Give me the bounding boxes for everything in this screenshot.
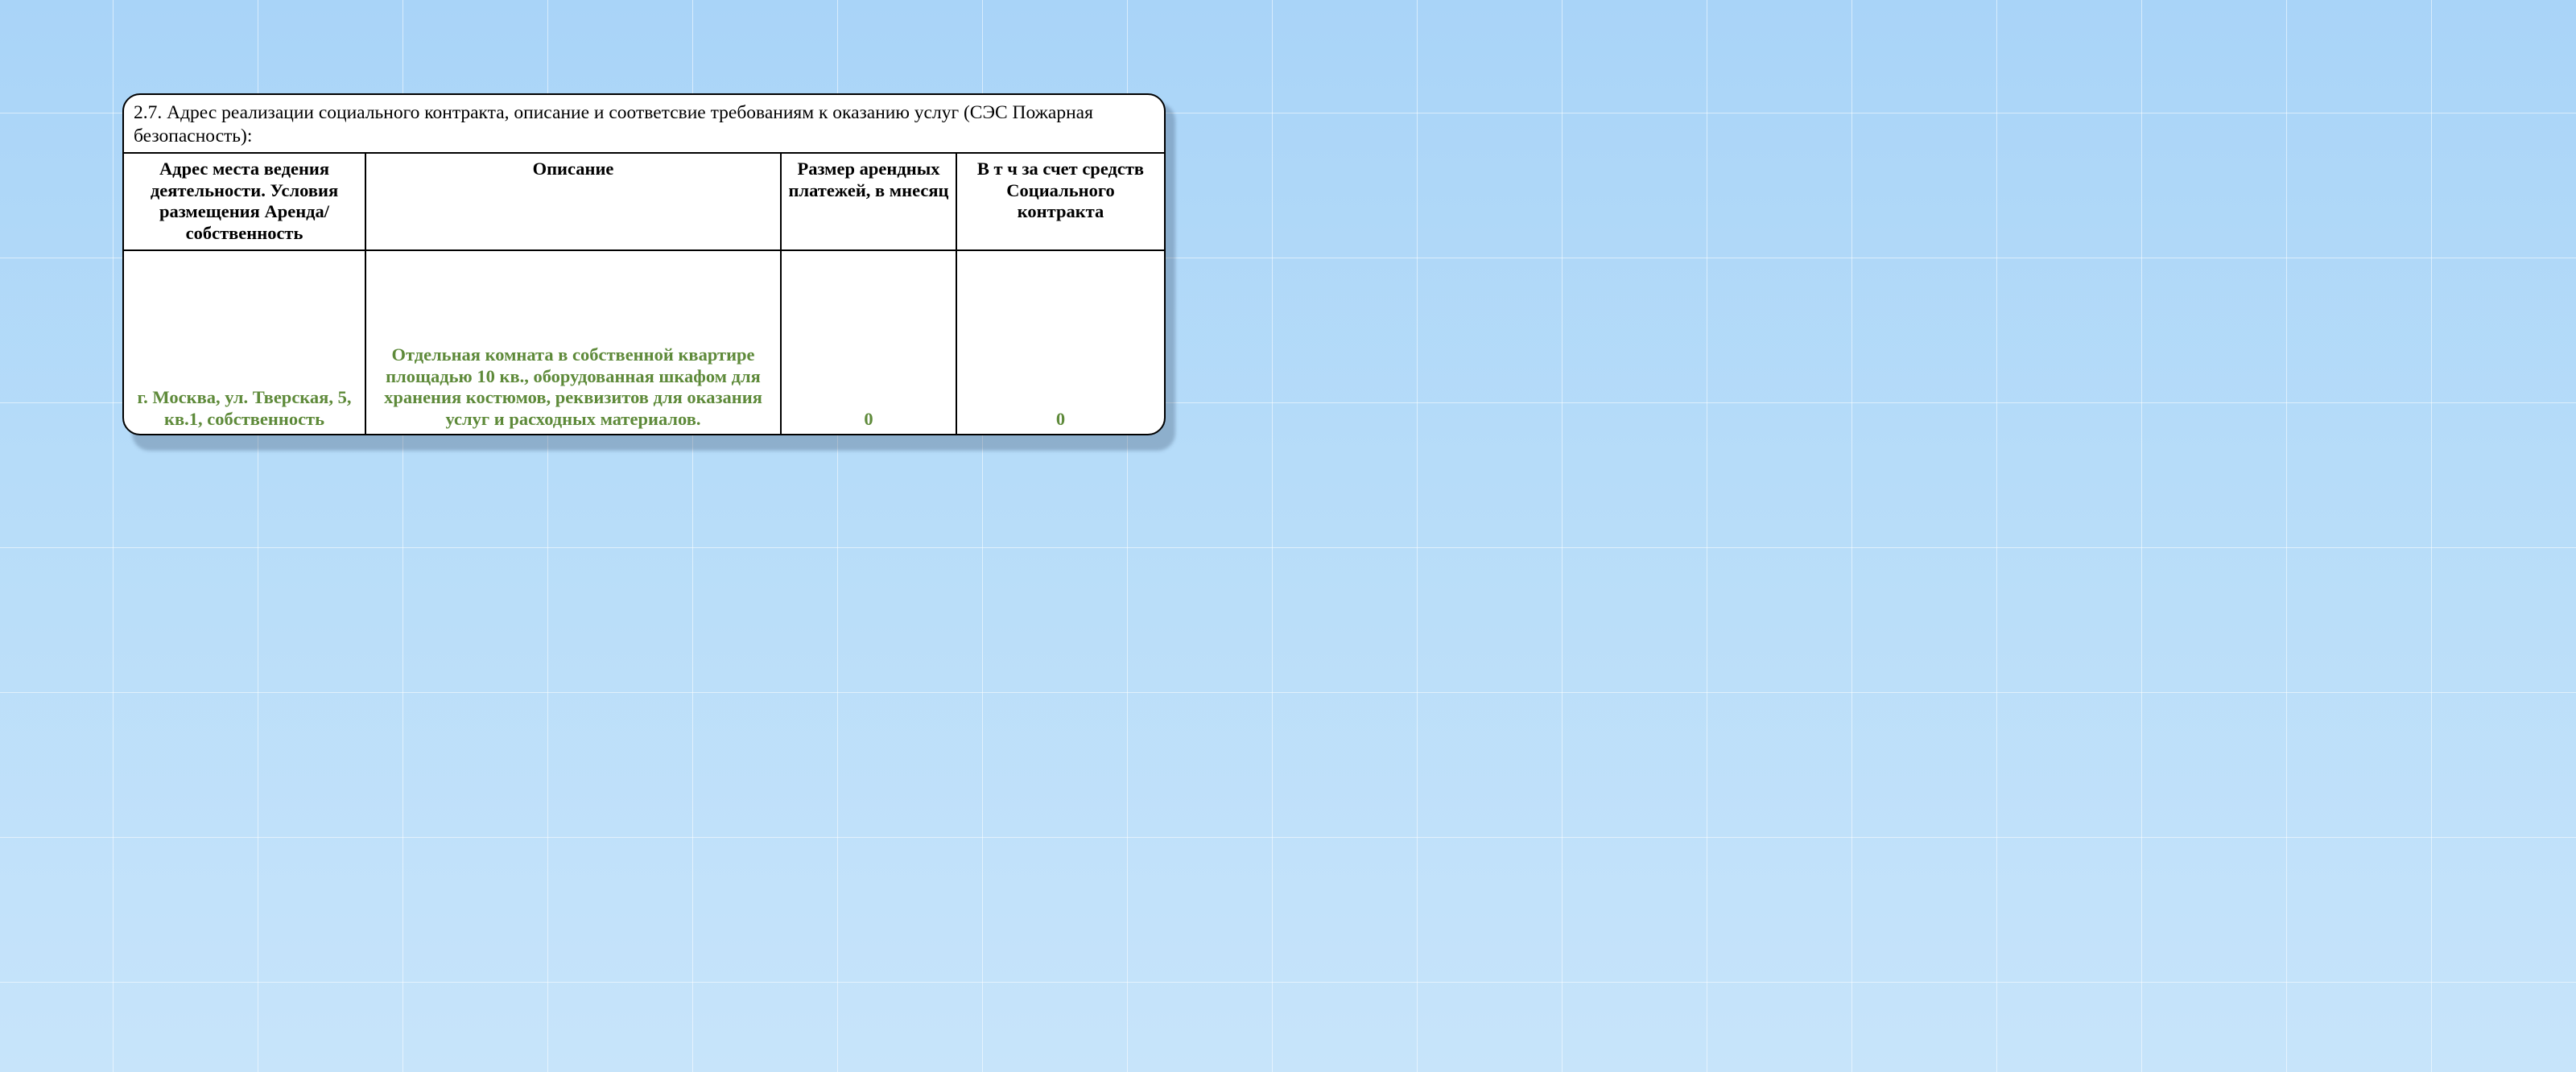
cell-description: Отдельная комната в собственной квартире… <box>365 250 781 434</box>
col-header-description: Описание <box>365 153 781 249</box>
cell-rent: 0 <box>781 250 956 434</box>
table-header-row: Адрес места ведения деятельности. Услови… <box>124 153 1164 249</box>
table-row: г. Москва, ул. Тверская, 5, кв.1, собств… <box>124 250 1164 434</box>
cell-contract-funds: 0 <box>956 250 1164 434</box>
cell-address: г. Москва, ул. Тверская, 5, кв.1, собств… <box>124 250 365 434</box>
col-header-contract-funds: В т ч за счет средств Социального контра… <box>956 153 1164 249</box>
col-header-address: Адрес места ведения деятельности. Услови… <box>124 153 365 249</box>
col-header-rent: Размер арендных платежей, в мнесяц <box>781 153 956 249</box>
section-caption: 2.7. Адрес реализации социального контра… <box>124 95 1164 152</box>
document-card: 2.7. Адрес реализации социального контра… <box>122 93 1166 435</box>
address-table: Адрес места ведения деятельности. Услови… <box>124 152 1164 433</box>
